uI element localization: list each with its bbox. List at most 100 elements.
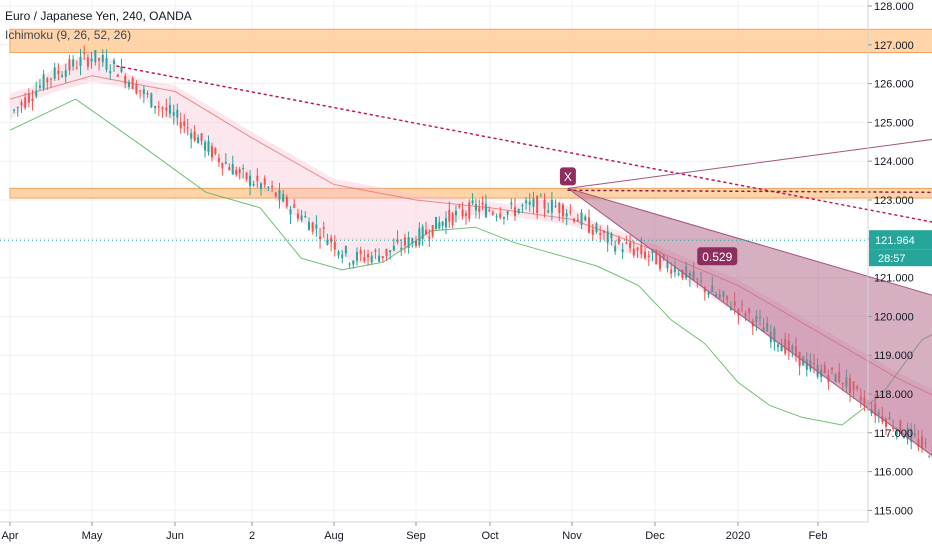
candle-body (128, 82, 130, 87)
candle-body (80, 57, 82, 66)
candle-body (544, 200, 546, 209)
candle-body (499, 214, 501, 218)
candle-body (46, 79, 48, 83)
candle-body (577, 219, 579, 221)
candle-body (422, 227, 424, 239)
candle-body (57, 71, 59, 75)
candle-body (581, 213, 583, 226)
zone-mid-resistance-zone (10, 188, 932, 198)
time-tick-label: Oct (481, 530, 498, 542)
candle-body (393, 246, 395, 251)
candle-body (514, 207, 516, 215)
candle-body (135, 84, 137, 93)
candle-body (319, 236, 321, 239)
candle-body (278, 190, 280, 200)
candle-body (389, 250, 391, 252)
candle-body (640, 245, 642, 254)
candle-body (218, 158, 220, 162)
candle-body (68, 59, 70, 70)
candle-body (521, 205, 523, 206)
candle-body (293, 204, 295, 207)
point-label-x-text: X (564, 170, 572, 184)
candle-body (485, 204, 487, 217)
price-tick-label: 125.000 (874, 117, 914, 129)
last-price-value: 121.964 (875, 235, 915, 247)
candle-body (518, 209, 520, 213)
candle-body (566, 213, 568, 216)
candle-body (176, 110, 178, 118)
candle-body (465, 213, 467, 215)
time-tick-label: May (82, 530, 103, 542)
candle-body (363, 257, 365, 261)
zone-upper-resistance-zone (10, 29, 932, 52)
candle-body (76, 68, 78, 69)
candle-body (54, 67, 56, 78)
candle-body (173, 112, 175, 116)
candle-body (592, 230, 594, 235)
candle-body (360, 250, 362, 254)
candle-body (61, 75, 63, 77)
candle-body (256, 176, 258, 181)
candle-body (462, 210, 464, 217)
time-tick-label: Jun (166, 530, 184, 542)
candle-body (228, 167, 230, 170)
candle-body (264, 179, 266, 185)
candle-body (540, 196, 542, 197)
candle-body (510, 203, 512, 205)
candle-body (225, 162, 227, 164)
candle-body (260, 183, 262, 188)
candle-body (98, 58, 100, 61)
candle-body (286, 197, 288, 206)
candle-body (50, 78, 52, 79)
candle-body (109, 71, 111, 73)
candle-body (625, 242, 627, 243)
candle-body (197, 137, 199, 143)
candle-body (356, 252, 358, 261)
candle-body (496, 216, 498, 217)
price-tick-label: 123.000 (874, 195, 914, 207)
candle-body (349, 264, 351, 265)
candle-body (408, 237, 410, 248)
candle-body (432, 225, 434, 236)
candle-body (666, 262, 668, 268)
candle-body (72, 59, 74, 66)
candle-body (143, 89, 145, 94)
candle-body (43, 74, 45, 88)
candle-body (659, 255, 661, 268)
candle-body (637, 248, 639, 251)
candle-body (312, 222, 314, 231)
candle-body (588, 217, 590, 233)
candle-body (39, 85, 41, 87)
candle-body (65, 70, 67, 76)
candle-body (221, 163, 223, 168)
candle-body (400, 248, 402, 249)
candle-body (183, 121, 185, 126)
indicator-legend[interactable]: Ichimoku (9, 26, 52, 26) (5, 28, 131, 42)
candle-body (246, 173, 248, 180)
candle-body (190, 133, 192, 139)
candle-body (334, 242, 336, 250)
candle-body (584, 216, 586, 220)
candle-body (201, 133, 203, 141)
price-tick-label: 120.000 (874, 311, 914, 323)
candle-body (928, 456, 930, 457)
candle-body (367, 254, 369, 257)
candle-body (507, 211, 509, 214)
candle-body (777, 345, 779, 348)
candle-body (165, 108, 167, 111)
candle-body (232, 164, 234, 174)
candle-body (239, 169, 241, 173)
candle-body (374, 250, 376, 252)
candle-body (644, 252, 646, 258)
candle-body (162, 107, 164, 109)
candle-body (599, 233, 601, 235)
candle-body (24, 98, 26, 108)
candle-body (35, 91, 37, 97)
candle-body (438, 222, 440, 228)
time-tick-label: Dec (645, 530, 665, 542)
candle-body (475, 204, 477, 210)
candle-body (249, 176, 251, 186)
candle-body (102, 55, 104, 62)
